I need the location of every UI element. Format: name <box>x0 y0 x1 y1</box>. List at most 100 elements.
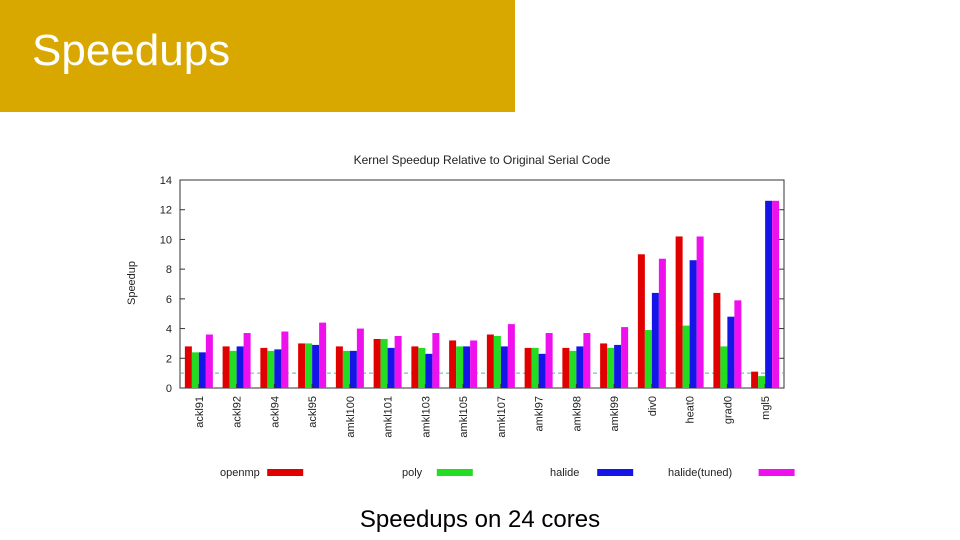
bar-halide-heat0 <box>689 260 697 388</box>
bar-openmp-amkl103 <box>411 346 419 388</box>
bar-halide-amkl98 <box>576 346 584 388</box>
bar-openmp-amkl98 <box>562 347 570 388</box>
bar-poly-div0 <box>644 330 652 388</box>
x-tick-label: amkl107 <box>496 396 508 438</box>
speedup-chart: Kernel Speedup Relative to Original Seri… <box>126 153 795 479</box>
bar-halide-amkl103 <box>425 353 433 388</box>
bar-halidetuned-ackl95 <box>319 322 327 388</box>
bar-halide-ackl92 <box>236 346 244 388</box>
bar-poly-amkl98 <box>569 350 577 388</box>
bar-halidetuned-amkl99 <box>621 327 629 388</box>
x-tick-label: amkl100 <box>345 396 357 438</box>
bar-halide-amkl107 <box>500 346 508 388</box>
bar-halidetuned-amkl100 <box>356 328 364 388</box>
bar-halidetuned-ackl91 <box>205 334 213 388</box>
y-tick-label: 10 <box>160 234 172 246</box>
bar-halidetuned-ackl92 <box>243 333 251 388</box>
x-tick-label: mgl5 <box>760 396 772 420</box>
bar-openmp-amkl101 <box>373 338 381 388</box>
bar-openmp-ackl92 <box>222 346 230 388</box>
y-axis-label: Speedup <box>126 261 138 305</box>
bar-halide-amkl99 <box>614 344 622 388</box>
bar-halide-amkl100 <box>349 350 357 388</box>
x-tick-label: amkl98 <box>571 396 583 431</box>
y-tick-label: 14 <box>160 175 172 187</box>
y-tick-label: 6 <box>166 294 172 306</box>
bar-halidetuned-amkl107 <box>507 324 515 388</box>
bar-halidetuned-ackl94 <box>281 331 289 388</box>
bar-poly-amkl99 <box>607 347 615 388</box>
y-tick-label: 4 <box>166 324 172 336</box>
bar-halidetuned-amkl105 <box>470 340 478 388</box>
x-tick-label: ackl91 <box>194 396 206 428</box>
x-tick-label: ackl95 <box>307 396 319 428</box>
x-tick-label: amkl99 <box>609 396 621 431</box>
x-tick-label: amkl103 <box>420 396 432 438</box>
plot-area: 0 2 4 6 8 10 12 14 ackl91 ackl92 ackl94 ackl95 amkl1… <box>160 175 785 438</box>
bar-halide-ackl95 <box>312 344 320 388</box>
bar-openmp-grad0 <box>713 292 721 388</box>
bar-halidetuned-amkl103 <box>432 333 440 388</box>
x-tick-label: amkl97 <box>534 396 546 431</box>
bar-openmp-heat0 <box>675 236 683 388</box>
legend-swatch-halidetuned <box>758 469 795 476</box>
bar-openmp-ackl95 <box>298 343 306 388</box>
bar-poly-ackl94 <box>267 350 275 388</box>
bar-openmp-amkl99 <box>600 343 608 388</box>
bar-openmp-amkl107 <box>486 334 494 388</box>
y-tick-label: 12 <box>160 205 172 217</box>
bar-halide-div0 <box>651 292 659 388</box>
legend-swatch-halide <box>597 469 634 476</box>
bar-halidetuned-mgl5 <box>772 200 780 388</box>
bar-poly-amkl107 <box>493 336 501 388</box>
bar-openmp-ackl94 <box>260 347 268 388</box>
legend-label-poly: poly <box>402 467 423 479</box>
bar-halide-amkl97 <box>538 353 546 388</box>
bar-poly-amkl97 <box>531 347 539 388</box>
bar-poly-ackl92 <box>229 350 237 388</box>
x-tick-label: grad0 <box>722 396 734 424</box>
y-tick-label: 0 <box>166 383 172 395</box>
bar-poly-grad0 <box>720 346 728 388</box>
bar-halidetuned-amkl97 <box>545 333 553 388</box>
bar-poly-amkl105 <box>456 346 464 388</box>
chart-title: Kernel Speedup Relative to Original Seri… <box>354 153 611 167</box>
bar-halidetuned-div0 <box>658 258 666 388</box>
bar-poly-ackl95 <box>305 343 313 388</box>
bar-poly-mgl5 <box>758 376 766 388</box>
bar-poly-amkl103 <box>418 347 426 388</box>
slide-title: Speedups <box>32 26 231 75</box>
bar-openmp-amkl105 <box>449 340 457 388</box>
bar-poly-amkl100 <box>342 350 350 388</box>
bar-halide-amkl101 <box>387 347 395 388</box>
x-tick-label: amkl101 <box>383 396 395 438</box>
legend-label-openmp: openmp <box>220 467 260 479</box>
bar-openmp-amkl97 <box>524 347 532 388</box>
x-tick-label: div0 <box>647 396 659 416</box>
bar-halide-amkl105 <box>463 346 471 388</box>
bar-halidetuned-heat0 <box>696 236 704 388</box>
bar-halidetuned-grad0 <box>734 300 742 388</box>
title-banner: Speedups <box>0 0 515 112</box>
plot-frame <box>179 179 785 389</box>
bar-poly-amkl101 <box>380 338 388 388</box>
y-tick-label: 8 <box>166 264 172 276</box>
bar-openmp-amkl100 <box>335 346 343 388</box>
legend-label-halidetuned: halide(tuned) <box>668 467 732 479</box>
slide-caption: Speedups on 24 cores <box>359 506 601 533</box>
bar-openmp-div0 <box>637 254 645 388</box>
legend: openmp poly halide halide(tuned) <box>220 467 795 479</box>
legend-swatch-openmp <box>267 469 304 476</box>
bar-halidetuned-amkl98 <box>583 333 591 388</box>
x-tick-label: ackl94 <box>269 396 281 428</box>
bar-openmp-ackl91 <box>184 346 192 388</box>
bar-poly-heat0 <box>682 325 690 388</box>
bar-halide-ackl91 <box>198 352 206 388</box>
bar-halide-mgl5 <box>765 200 773 388</box>
bar-halidetuned-amkl101 <box>394 336 402 388</box>
x-tick-label: amkl105 <box>458 396 470 438</box>
y-tick-label: 2 <box>166 353 172 365</box>
legend-label-halide: halide <box>550 467 579 479</box>
legend-swatch-poly <box>436 469 473 476</box>
bar-openmp-mgl5 <box>751 371 759 388</box>
